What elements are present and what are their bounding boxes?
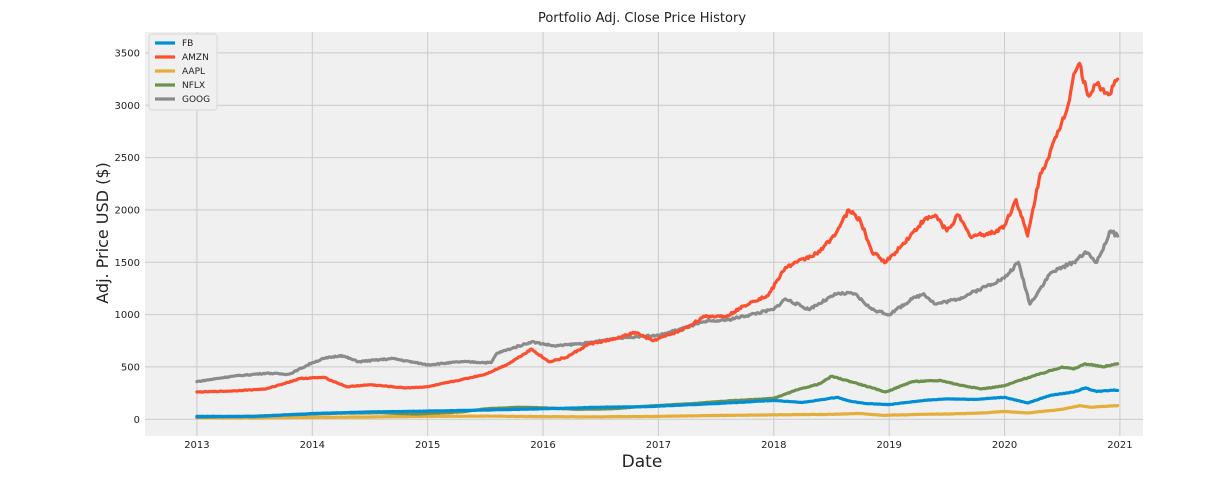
series-line-amzn [195, 61, 1120, 394]
x-tick-label: 2020 [992, 440, 1017, 451]
y-tick-label: 3000 [115, 101, 140, 112]
y-axis-ticks: 0 500 1000 1500 2000 2500 3000 3500 [115, 48, 140, 425]
legend-label-amzn: AMZN [182, 53, 209, 63]
x-tick-label: 2016 [530, 440, 555, 451]
x-tick-label: 2014 [300, 440, 325, 451]
series-lines [195, 61, 1120, 420]
x-tick-label: 2021 [1107, 440, 1132, 451]
y-tick-label: 1500 [115, 258, 140, 269]
legend: FB AMZN AAPL NFLX GOOG [148, 33, 218, 111]
x-axis-label: Date [622, 452, 663, 472]
legend-box [148, 33, 218, 111]
y-tick-label: 1000 [115, 310, 140, 321]
series-line-aapl [195, 404, 1120, 420]
legend-label-goog: GOOG [182, 95, 210, 105]
y-axis-label: Adj. Price USD ($) [93, 162, 112, 304]
x-tick-label: 2017 [646, 440, 671, 451]
x-axis-ticks: 2013 2014 2015 2016 2017 2018 2019 2020 2021 [184, 440, 1132, 451]
y-tick-label: 2500 [115, 153, 140, 164]
y-tick-label: 3500 [115, 48, 140, 59]
x-tick-label: 2015 [415, 440, 440, 451]
grid-lines [145, 32, 1143, 436]
legend-label-nflx: NFLX [182, 81, 205, 91]
chart-title: Portfolio Adj. Close Price History [538, 11, 746, 26]
legend-label-fb: FB [182, 39, 193, 49]
y-tick-label: 500 [121, 362, 140, 373]
y-tick-label: 2000 [115, 205, 140, 216]
x-tick-label: 2018 [761, 440, 786, 451]
y-tick-label: 0 [134, 415, 140, 426]
series-line-fb [195, 386, 1120, 419]
x-tick-label: 2013 [184, 440, 209, 451]
x-tick-label: 2019 [876, 440, 901, 451]
series-line-goog [195, 229, 1120, 384]
legend-label-aapl: AAPL [182, 67, 205, 77]
